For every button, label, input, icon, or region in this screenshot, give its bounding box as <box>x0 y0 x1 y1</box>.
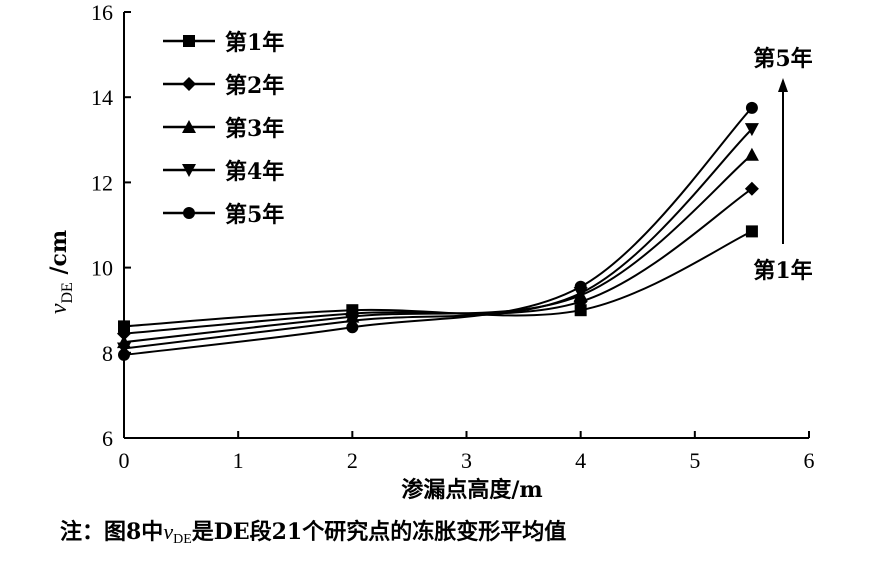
circle-marker <box>183 207 195 219</box>
legend-label: 第5年 <box>225 202 284 228</box>
annotation-bottom: 第1年 <box>753 258 812 284</box>
y-axis-title: vDE /cm <box>46 230 76 314</box>
triangle-down-marker <box>744 123 759 137</box>
diamond-marker <box>744 181 759 196</box>
x-tick-label: 1 <box>233 448 244 473</box>
series-line <box>123 107 753 356</box>
series-markers <box>117 101 759 361</box>
y-tick-label: 10 <box>91 256 113 281</box>
x-tick-label: 4 <box>575 448 586 473</box>
circle-marker <box>118 348 130 361</box>
series-line <box>123 128 753 350</box>
y-tick-label: 12 <box>91 170 113 195</box>
y-tick-label: 6 <box>102 426 113 451</box>
diamond-marker <box>182 77 196 91</box>
y-axis-title-var: v <box>46 303 72 314</box>
square-marker <box>118 320 130 333</box>
series-lines <box>123 107 753 356</box>
x-tick-label: 5 <box>689 448 700 473</box>
legend-label: 第3年 <box>225 116 284 142</box>
square-marker <box>574 304 587 317</box>
circle-marker <box>346 321 359 334</box>
y-tick-label: 16 <box>91 0 113 25</box>
figure-note: 注：图8中vDE是DE段21个研究点的冻胀变形平均值 <box>60 514 566 548</box>
note-var: v <box>163 519 174 544</box>
series-line <box>123 153 753 344</box>
x-tick-label: 2 <box>347 448 358 473</box>
circle-marker <box>574 280 587 293</box>
note-prefix: 注：图8中 <box>60 519 164 545</box>
circle-marker <box>745 101 758 114</box>
trend-arrow-head <box>778 78 788 92</box>
x-tick-label: 3 <box>461 448 472 473</box>
y-tick-label: 14 <box>91 85 113 110</box>
y-axis-title-unit: /cm <box>46 230 72 282</box>
triangle-down-marker <box>182 164 196 177</box>
x-tick-label: 0 <box>119 448 130 473</box>
y-tick-label: 8 <box>102 341 113 366</box>
note-sub: DE <box>173 532 192 547</box>
x-tick-label: 6 <box>804 448 815 473</box>
square-marker <box>183 35 195 47</box>
annotation-top: 第5年 <box>753 46 812 72</box>
x-axis-title: 渗漏点高度/m <box>401 477 542 503</box>
y-axis-title-sub: DE <box>59 282 76 303</box>
triangle-up-marker <box>182 120 196 133</box>
legend-label: 第1年 <box>225 30 284 56</box>
triangle-up-marker <box>744 147 759 161</box>
note-suffix: 是DE段21个研究点的冻胀变形平均值 <box>191 519 567 545</box>
legend-label: 第4年 <box>225 159 284 185</box>
square-marker <box>745 225 758 238</box>
diamond-marker <box>117 326 131 341</box>
legend-label: 第2年 <box>225 73 284 99</box>
